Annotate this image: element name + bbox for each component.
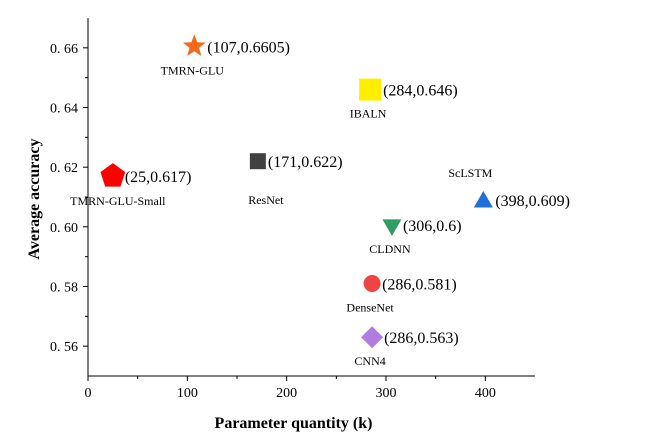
point-annotation: (171,0.622) xyxy=(268,154,343,171)
pentagon-marker xyxy=(100,163,126,187)
x-tick-label: 200 xyxy=(276,386,297,401)
y-tick-label: 0. 64 xyxy=(50,102,78,117)
diamond-marker xyxy=(361,326,384,349)
x-tick-label: 300 xyxy=(376,386,397,401)
circle-marker xyxy=(363,275,381,293)
point-name-label: CNN4 xyxy=(354,354,385,368)
data-point-sclstm: (398,0.609)ScLSTM xyxy=(448,166,570,210)
y-ticks: 0. 56 0. 58 0. 60 0. 62 0. 64 0. 66 xyxy=(50,42,88,355)
point-annotation: (284,0.646) xyxy=(383,83,458,100)
data-point-tmrn-glu-small: (25,0.617) TMRN-GLU-Small xyxy=(70,163,191,208)
data-point-resnet: (171,0.622) ResNet xyxy=(248,153,343,207)
point-name-label: ResNet xyxy=(248,193,284,207)
point-name-label: IBALN xyxy=(350,107,387,121)
x-axis-title: Parameter quantity (k) xyxy=(215,415,373,432)
x-tick-label: 0 xyxy=(85,386,92,401)
point-name-label: TMRN-GLU-Small xyxy=(70,194,166,208)
data-point-densenet: (286,0.581) DenseNet xyxy=(346,275,457,315)
triangle-up-marker xyxy=(473,190,493,208)
y-tick-label: 0. 60 xyxy=(50,221,78,236)
square-marker xyxy=(359,78,382,101)
data-point-cnn4: (286,0.563) CNN4 xyxy=(354,326,459,368)
data-points: (107,0.6605) TMRN-GLU (284,0.646) IBALN (171… xyxy=(70,34,570,368)
point-annotation: (286,0.581) xyxy=(382,277,457,294)
x-tick-label: 100 xyxy=(177,386,198,401)
point-annotation: (286,0.563) xyxy=(384,330,459,347)
point-name-label: ScLSTM xyxy=(448,166,492,180)
data-point-cldnn: (306,0.6) CLDNN xyxy=(369,218,461,256)
data-point-tmrn-glu: (107,0.6605) TMRN-GLU xyxy=(161,34,290,77)
data-point-ibaln: (284,0.646) IBALN xyxy=(350,78,458,121)
triangle-down-marker xyxy=(382,219,402,236)
point-annotation: (25,0.617) xyxy=(125,169,192,186)
x-ticks: 0 100 200 300 400 xyxy=(85,376,496,401)
star-marker xyxy=(182,34,206,57)
point-name-label: DenseNet xyxy=(346,301,394,315)
square-marker xyxy=(249,153,266,170)
point-name-label: TMRN-GLU xyxy=(161,63,225,77)
point-annotation: (107,0.6605) xyxy=(207,39,290,56)
y-tick-label: 0. 62 xyxy=(50,161,78,176)
y-tick-label: 0. 56 xyxy=(50,340,78,355)
x-tick-label: 400 xyxy=(475,386,496,401)
point-annotation: (306,0.6) xyxy=(403,218,462,235)
point-annotation: (398,0.609) xyxy=(495,193,570,210)
y-axis-title: Average accuracy xyxy=(26,139,43,260)
point-name-label: CLDNN xyxy=(369,242,411,256)
y-tick-label: 0. 66 xyxy=(50,42,78,57)
y-tick-label: 0. 58 xyxy=(50,281,78,296)
